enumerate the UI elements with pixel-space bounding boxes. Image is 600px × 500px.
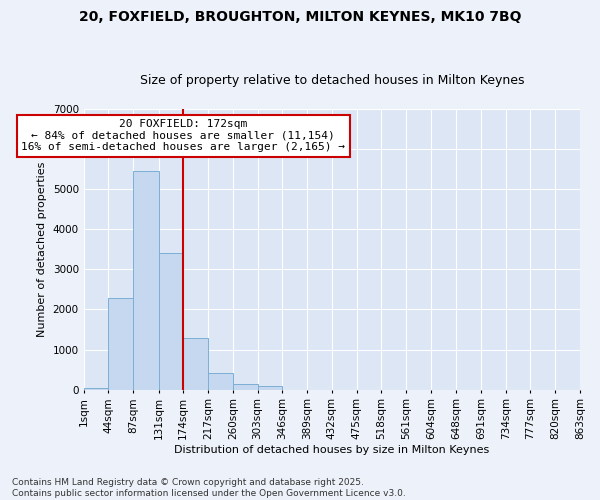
Bar: [109, 298, 133, 390]
Bar: [233, 384, 257, 390]
Bar: [83, 388, 109, 390]
Bar: [133, 171, 158, 390]
Bar: [158, 254, 183, 390]
Text: 20, FOXFIELD, BROUGHTON, MILTON KEYNES, MK10 7BQ: 20, FOXFIELD, BROUGHTON, MILTON KEYNES, …: [79, 10, 521, 24]
Text: Contains HM Land Registry data © Crown copyright and database right 2025.
Contai: Contains HM Land Registry data © Crown c…: [12, 478, 406, 498]
Title: Size of property relative to detached houses in Milton Keynes: Size of property relative to detached ho…: [140, 74, 524, 87]
Text: 20 FOXFIELD: 172sqm
← 84% of detached houses are smaller (11,154)
16% of semi-de: 20 FOXFIELD: 172sqm ← 84% of detached ho…: [21, 119, 345, 152]
Bar: [208, 373, 233, 390]
Bar: [183, 338, 208, 390]
Y-axis label: Number of detached properties: Number of detached properties: [37, 162, 47, 337]
Bar: [257, 386, 283, 390]
X-axis label: Distribution of detached houses by size in Milton Keynes: Distribution of detached houses by size …: [174, 445, 490, 455]
